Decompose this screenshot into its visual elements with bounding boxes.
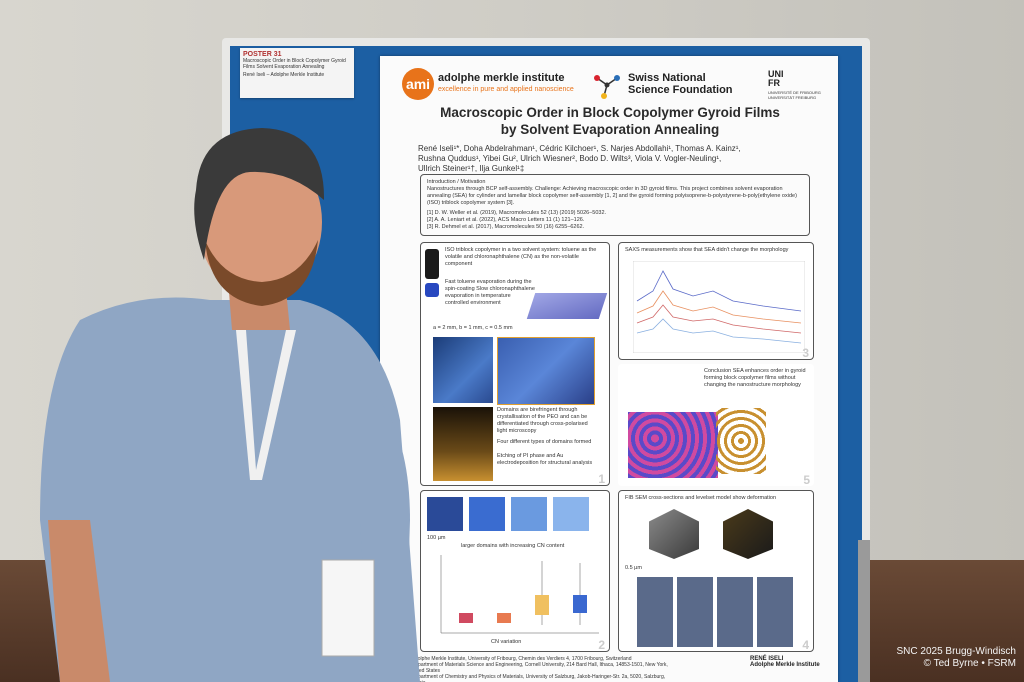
scientific-poster: ami adolphe merkle institute excellence … xyxy=(380,56,838,682)
p1-text3: Domains are birefringent through crystal… xyxy=(497,407,588,434)
panel-solvent-system: ISO triblock copolymer in a two solvent … xyxy=(420,242,610,486)
authors-line1: René Iseli¹*, Doha Abdelrahman¹, Cédric … xyxy=(418,144,741,153)
footer-line2: ²Department of Materials Science and Eng… xyxy=(410,662,668,674)
domain-size-boxplot xyxy=(440,555,599,634)
p3-heading: Conclusion SEA enhances order in gyroid … xyxy=(704,368,806,388)
intro-text: Nanostructures through BCP self-assembly… xyxy=(427,186,797,206)
p5-scale: 0.5 µm xyxy=(625,565,642,571)
intro-heading: Introduction / Motivation xyxy=(427,179,486,185)
p1-text2: Fast toluene evaporation during the spin… xyxy=(445,279,535,306)
poster-card-title: Macroscopic Order in Block Copolymer Gyr… xyxy=(243,58,346,70)
p1-text1: ISO triblock copolymer in a two solvent … xyxy=(445,247,597,267)
panel-cn-variation: 100 µm larger domains with increasing CN… xyxy=(420,490,610,652)
panel-fib-sem: FIB SEM cross-sections and levelset mode… xyxy=(618,490,814,652)
beard xyxy=(205,240,318,306)
authors-line3: Ullrich Steiner¹†, Ilja Gunkel¹‡ xyxy=(418,164,525,173)
snsf-name: Swiss National Science Foundation xyxy=(628,72,733,96)
footer-institute: Adolphe Merkle Institute xyxy=(750,662,820,668)
micrograph-cn-c xyxy=(511,497,547,531)
photo-watermark: SNC 2025 Brugg-Windisch © Ted Byrne • FS… xyxy=(880,646,1017,670)
face xyxy=(198,146,322,298)
watermark-line2: © Ted Byrne • FSRM xyxy=(923,658,1016,669)
ami-tagline: excellence in pure and applied nanoscien… xyxy=(438,86,574,93)
lanyard xyxy=(236,330,296,480)
unifr-line1: UNI xyxy=(768,69,784,79)
p4-scale: 100 µm xyxy=(427,535,446,541)
p2-heading: SAXS measurements show that SEA didn't c… xyxy=(625,247,789,253)
micrograph-cn-d xyxy=(553,497,589,531)
ref-2: [2] A. A. Leniart et al. (2022), ACS Mac… xyxy=(427,217,585,223)
watermark-line1: SNC 2025 Brugg-Windisch xyxy=(896,646,1017,657)
footer-line1: ¹Adolphe Merkle Institute, University of… xyxy=(410,656,632,662)
fib-sem-grid xyxy=(637,577,797,647)
vial-image xyxy=(425,249,439,279)
micrograph-cn-a xyxy=(427,497,463,531)
saxs-plot xyxy=(633,261,805,353)
poster-number: POSTER 31 xyxy=(243,51,282,58)
poster-number-card: POSTER 31 Macroscopic Order in Block Cop… xyxy=(240,48,354,98)
panel-number-1: 1 xyxy=(598,472,605,486)
p1-dims: a = 2 mm, b = 1 mm, c = 0.5 mm xyxy=(433,325,513,331)
poster-title: Macroscopic Order in Block Copolymer Gyr… xyxy=(400,104,820,138)
micrograph-b xyxy=(497,337,595,405)
board-stand xyxy=(858,540,870,682)
ref-3: [3] R. Dehmel et al. (2017), Macromolecu… xyxy=(427,224,585,230)
footer-line3: ³Department of Chemistry and Physics of … xyxy=(410,674,666,682)
authors-line2: Rushna Quddus¹, Yibei Gu², Ulrich Wiesne… xyxy=(418,154,722,163)
p4-xlabel: CN variation xyxy=(491,639,522,645)
intro-section: Introduction / Motivation Nanostructures… xyxy=(420,174,810,236)
ami-name: adolphe merkle institute xyxy=(438,72,565,84)
panel-number-3: 3 xyxy=(802,346,809,360)
panel-number-2: 2 xyxy=(598,638,605,652)
poster-title-line2: by Solvent Evaporation Annealing xyxy=(500,122,720,137)
fib-cube-gold xyxy=(723,509,773,559)
ref-1: [1] D. W. Weller et al. (2019), Macromol… xyxy=(427,210,607,216)
micrograph-a xyxy=(433,337,493,403)
micrograph-c xyxy=(433,407,493,481)
p4-caption: larger domains with increasing CN conten… xyxy=(461,543,565,549)
micrograph-cn-b xyxy=(469,497,505,531)
sample-image xyxy=(425,283,439,297)
panel-number-4: 4 xyxy=(802,638,809,652)
panel-conclusion: Conclusion SEA enhances order in gyroid … xyxy=(618,364,814,486)
left-arm xyxy=(48,520,110,682)
p1-text5: Etching of PI phase and Au electrodeposi… xyxy=(497,453,593,466)
unifr-logo: UNI FR xyxy=(768,70,784,88)
unifr-line2: FR xyxy=(768,78,780,88)
unifr-subtitle: UNIVERSITÉ DE FRIBOURG UNIVERSITÄT FREIB… xyxy=(768,90,821,100)
poster-footer-name: RENÉ ISELI Adolphe Merkle Institute xyxy=(750,656,820,668)
gyroid-model-purple xyxy=(628,412,718,478)
film-schematic xyxy=(526,293,608,319)
p1-text4: Four different types of domains formed xyxy=(497,439,592,445)
snsf-logo-icon xyxy=(594,75,620,99)
name-badge xyxy=(321,559,375,657)
ami-logo: ami xyxy=(402,68,434,100)
panel-number-5: 5 xyxy=(803,473,810,487)
gyroid-model-gold xyxy=(716,408,766,474)
panel-saxs: SAXS measurements show that SEA didn't c… xyxy=(618,242,814,360)
cap xyxy=(194,128,325,260)
poster-title-line1: Macroscopic Order in Block Copolymer Gyr… xyxy=(440,105,780,120)
presenter-person xyxy=(40,128,420,682)
poster-footer-affiliations: ¹Adolphe Merkle Institute, University of… xyxy=(410,656,670,682)
snsf-name-line1: Swiss National xyxy=(628,72,706,84)
footer-presenter: RENÉ ISELI xyxy=(750,656,784,662)
poster-card-author: René Iseli – Adolphe Merkle Institute xyxy=(243,72,325,78)
p5-heading: FIB SEM cross-sections and levelset mode… xyxy=(625,495,777,501)
snsf-name-line2: Science Foundation xyxy=(628,84,733,96)
logo-row: ami adolphe merkle institute excellence … xyxy=(402,66,822,106)
fib-cube-grey xyxy=(649,509,699,559)
poster-authors: René Iseli¹*, Doha Abdelrahman¹, Cédric … xyxy=(418,144,808,174)
